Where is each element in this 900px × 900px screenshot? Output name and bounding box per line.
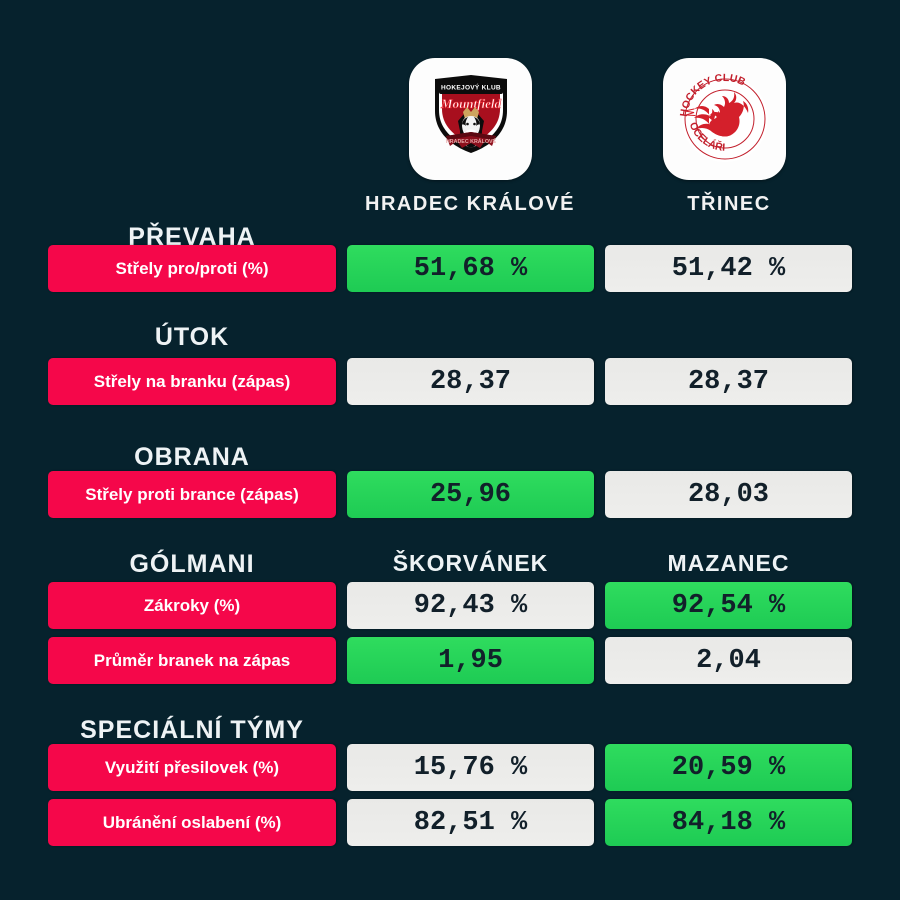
svg-text:HOKEJOVÝ KLUB: HOKEJOVÝ KLUB bbox=[441, 83, 501, 92]
svg-text:Mountfield: Mountfield bbox=[440, 96, 501, 111]
svg-text:HRADEC KRÁLOVÉ: HRADEC KRÁLOVÉ bbox=[445, 137, 495, 145]
